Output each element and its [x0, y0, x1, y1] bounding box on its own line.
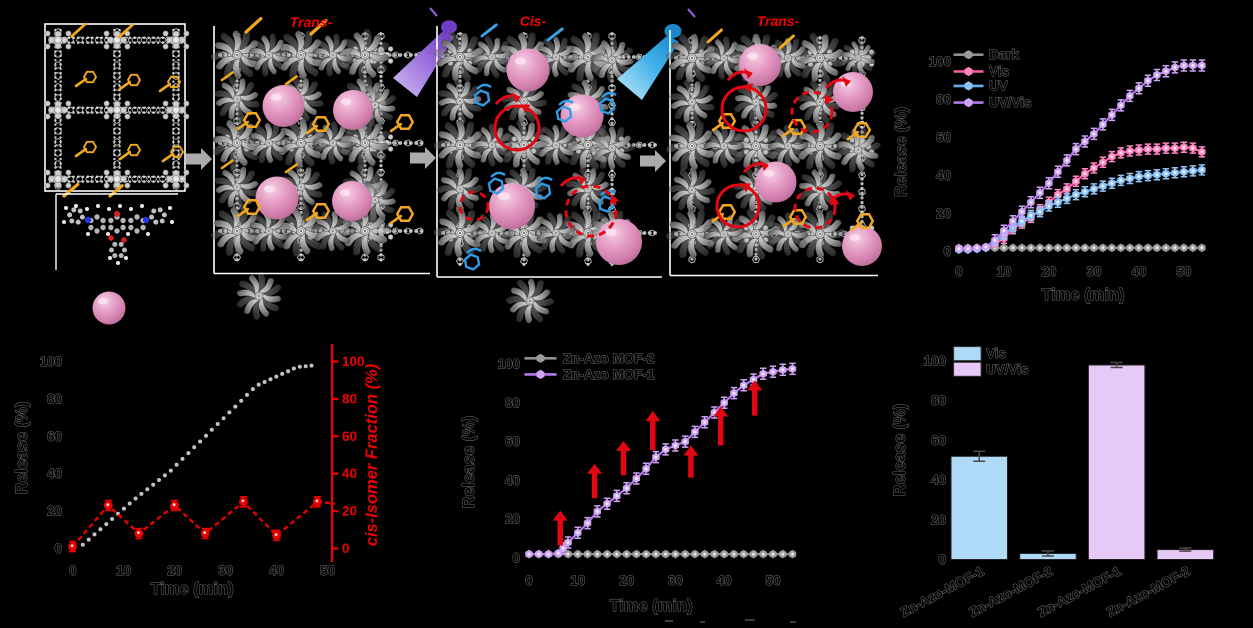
svg-text:0: 0 [54, 541, 62, 556]
svg-text:Release (%): Release (%) [891, 404, 909, 497]
svg-text:cis-Isomer Fraction (%): cis-Isomer Fraction (%) [363, 363, 381, 546]
svg-text:Zn-Azo MOF-1: Zn-Azo MOF-1 [563, 367, 655, 382]
svg-text:60: 60 [931, 433, 946, 448]
svg-text:80: 80 [505, 395, 520, 410]
svg-text:Trans-: Trans- [757, 13, 800, 29]
svg-text:Vis: Vis [989, 64, 1009, 79]
svg-text:0: 0 [69, 563, 77, 578]
svg-text:60: 60 [342, 429, 357, 444]
svg-text:0: 0 [525, 573, 533, 588]
svg-text:20: 20 [619, 573, 634, 588]
svg-text:40: 40 [47, 466, 62, 481]
svg-text:10: 10 [116, 563, 131, 578]
svg-text:UV: UV [989, 78, 1008, 93]
svg-text:20: 20 [936, 206, 951, 221]
svg-text:60: 60 [936, 130, 951, 145]
svg-text:0: 0 [938, 552, 946, 567]
svg-text:80: 80 [936, 92, 951, 107]
svg-text:60: 60 [47, 429, 62, 444]
svg-text:50: 50 [320, 563, 335, 578]
svg-text:Time (min): Time (min) [150, 580, 233, 598]
svg-text:10: 10 [570, 573, 585, 588]
svg-text:Trans-: Trans- [290, 14, 333, 30]
svg-text:20: 20 [505, 512, 520, 527]
svg-text:30: 30 [668, 573, 683, 588]
svg-text:Release (%): Release (%) [13, 402, 31, 495]
svg-text:Cis-: Cis- [520, 13, 547, 29]
svg-text:80: 80 [931, 393, 946, 408]
svg-text:20: 20 [167, 563, 182, 578]
svg-text:Release (%): Release (%) [893, 107, 910, 197]
svg-text:100: 100 [923, 354, 946, 369]
svg-text:0: 0 [955, 264, 963, 279]
svg-text:40: 40 [1131, 264, 1146, 279]
svg-text:20: 20 [1041, 264, 1056, 279]
svg-text:40: 40 [505, 473, 520, 488]
svg-text:80: 80 [47, 391, 62, 406]
svg-text:0: 0 [512, 551, 520, 566]
svg-text:10: 10 [996, 264, 1011, 279]
svg-text:20: 20 [47, 504, 62, 519]
svg-text:30: 30 [218, 563, 233, 578]
svg-text:50: 50 [765, 573, 780, 588]
svg-text:40: 40 [936, 168, 951, 183]
svg-text:100: 100 [928, 54, 951, 69]
svg-text:Zn-Azo MOF-2: Zn-Azo MOF-2 [563, 351, 654, 366]
svg-text:100: 100 [497, 357, 520, 372]
svg-text:Time (min): Time (min) [1041, 286, 1124, 304]
svg-text:40: 40 [717, 573, 732, 588]
svg-text:40: 40 [342, 466, 357, 481]
svg-text:Vis: Vis [986, 346, 1006, 361]
svg-text:UV/Vis: UV/Vis [989, 95, 1032, 110]
svg-text:Dark: Dark [989, 47, 1020, 62]
svg-text:0: 0 [342, 541, 350, 556]
svg-text:20: 20 [342, 504, 357, 519]
svg-text:Time (min): Time (min) [609, 597, 692, 615]
svg-text:100: 100 [342, 354, 365, 369]
svg-text:80: 80 [342, 391, 357, 406]
svg-text:60: 60 [505, 434, 520, 449]
svg-text:100: 100 [39, 354, 62, 369]
svg-text:20: 20 [931, 512, 946, 527]
svg-text:30: 30 [1086, 264, 1101, 279]
svg-text:Release (%): Release (%) [460, 416, 478, 509]
svg-text:50: 50 [1176, 264, 1191, 279]
svg-text:0: 0 [943, 244, 951, 259]
svg-text:40: 40 [269, 563, 284, 578]
svg-text:40: 40 [931, 473, 946, 488]
svg-text:UV/Vis: UV/Vis [986, 362, 1029, 377]
